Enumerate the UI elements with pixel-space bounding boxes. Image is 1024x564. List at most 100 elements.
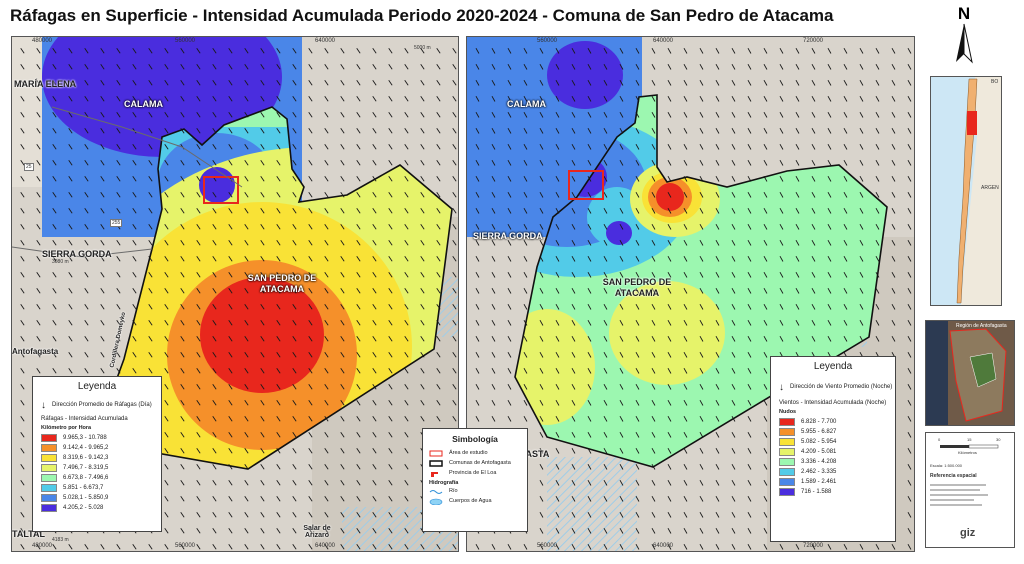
wind-arrow [452, 304, 457, 310]
wind-arrow [388, 80, 393, 86]
wind-arrow [180, 240, 185, 246]
wind-arrow [116, 128, 121, 134]
wind-arrow [619, 415, 624, 422]
wind-arrow [667, 79, 672, 86]
wind-arrow [619, 367, 624, 374]
wind-arrow [260, 176, 265, 182]
legend-class-label: 8.319,6 - 9.142,3 [63, 455, 109, 461]
wind-arrow [827, 303, 832, 310]
wind-arrow [571, 287, 576, 294]
wind-arrow [651, 495, 656, 502]
wind-arrow [260, 80, 265, 86]
wind-arrow [907, 111, 912, 118]
wind-arrow [747, 399, 752, 406]
wind-arrow [228, 144, 233, 150]
wind-arrow [196, 128, 201, 134]
wind-arrow [907, 255, 912, 262]
wind-arrow [683, 223, 688, 230]
wind-arrow [404, 208, 409, 214]
wind-arrow [20, 320, 25, 326]
wind-arrow [875, 191, 880, 198]
wind-arrow [779, 175, 784, 182]
right-map-panel[interactable]: 560000 640000 720000 560000 640000 72000… [466, 36, 915, 552]
wind-arrow [507, 239, 512, 246]
wind-arrow [388, 64, 393, 70]
legend-class-row: 716 - 1.588 [779, 487, 895, 497]
wind-arrow [420, 256, 425, 262]
wind-arrow [436, 144, 441, 150]
wind-arrow [308, 160, 313, 166]
wind-arrow [715, 191, 720, 198]
wind-arrow [116, 64, 121, 70]
legend-class-row: 6.828 - 7.700 [779, 417, 895, 427]
el-loa-province-marker [203, 176, 239, 204]
wind-arrow [196, 48, 201, 54]
wind-arrow [811, 255, 816, 262]
wind-arrow [180, 496, 185, 502]
wind-arrow [404, 128, 409, 134]
wind-arrow [667, 191, 672, 198]
wind-arrow [68, 192, 73, 198]
wind-arrow [763, 223, 768, 230]
wind-arrow [475, 255, 480, 262]
wind-arrow [699, 367, 704, 374]
wind-arrow [539, 367, 544, 374]
wind-arrow [699, 239, 704, 246]
wind-arrow [811, 159, 816, 166]
wind-arrow [132, 256, 137, 262]
wind-arrow [731, 527, 736, 534]
wind-arrow [603, 431, 608, 438]
wind-arrow [571, 367, 576, 374]
wind-arrow [747, 223, 752, 230]
wind-arrow [100, 192, 105, 198]
wind-arrow [164, 352, 169, 358]
wind-arrow [196, 112, 201, 118]
wind-arrow [196, 528, 201, 534]
wind-arrow [308, 256, 313, 262]
wind-arrow [372, 80, 377, 86]
wind-arrow [452, 352, 457, 358]
wind-arrow [20, 64, 25, 70]
wind-arrow [779, 239, 784, 246]
wind-arrow [324, 448, 329, 454]
wind-arrow [811, 79, 816, 86]
wind-arrow [260, 400, 265, 406]
wind-arrow [523, 191, 528, 198]
wind-arrow [20, 464, 25, 470]
wind-arrow [228, 400, 233, 406]
wind-arrow [587, 95, 592, 102]
wind-arrow [244, 224, 249, 230]
label-san-pedro: SAN PEDRO DE ATACAMA [247, 273, 317, 294]
wind-arrow [452, 208, 457, 214]
wind-arrow [571, 79, 576, 86]
wind-arrow [436, 352, 441, 358]
wind-arrow [795, 335, 800, 342]
left-map-panel[interactable]: 480000 560000 640000 480000 560000 64000… [11, 36, 459, 552]
wind-arrow [907, 127, 912, 134]
wind-arrow [68, 320, 73, 326]
wind-arrow [507, 415, 512, 422]
wind-arrow [340, 128, 345, 134]
wind-arrow [164, 64, 169, 70]
wind-arrow [356, 112, 361, 118]
wind-arrow [507, 79, 512, 86]
wind-arrow [539, 415, 544, 422]
wind-arrow [180, 224, 185, 230]
wind-arrow [507, 111, 512, 118]
wind-arrow [907, 79, 912, 86]
wind-arrow [436, 416, 441, 422]
left-bottom-coord-2: 560000 [175, 543, 196, 549]
wind-arrow [699, 511, 704, 518]
region-locator-inset: Región de Antofagasta [925, 320, 1015, 426]
wind-arrow [571, 511, 576, 518]
wind-arrow [452, 144, 457, 150]
wind-arrow [891, 223, 896, 230]
wind-arrow [116, 176, 121, 182]
wind-arrow [875, 303, 880, 310]
wind-arrow [404, 352, 409, 358]
wind-arrow [292, 288, 297, 294]
wind-arrow [340, 416, 345, 422]
scale-tick-30: 30 [996, 437, 1001, 442]
wind-arrow [699, 223, 704, 230]
wind-arrow [292, 400, 297, 406]
